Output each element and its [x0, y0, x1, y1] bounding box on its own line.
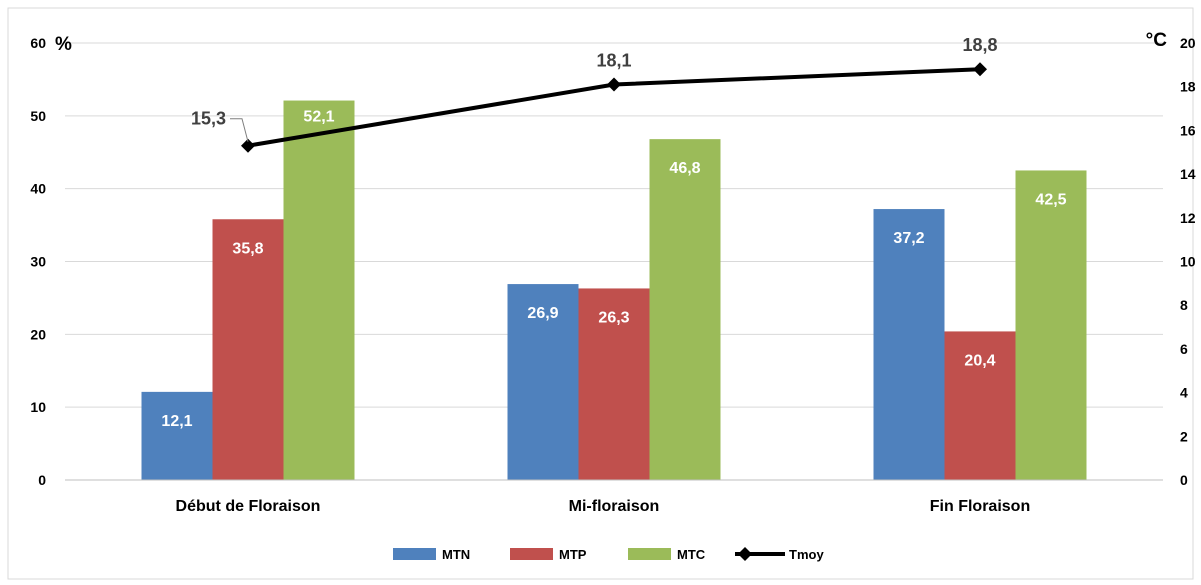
- tmoy-label: 18,1: [596, 51, 631, 71]
- bar-label: 52,1: [303, 109, 334, 126]
- tmoy-label: 15,3: [191, 109, 226, 129]
- legend-swatch-mtp: [510, 548, 553, 560]
- category-label: Fin Floraison: [930, 498, 1030, 515]
- tmoy-label: 18,8: [962, 35, 997, 55]
- left-axis-unit: %: [55, 34, 72, 55]
- right-tick-label: 10: [1180, 254, 1196, 270]
- legend-marker-tmoy: [738, 547, 752, 561]
- bars: [141, 100, 1087, 481]
- right-tick-label: 20: [1180, 35, 1196, 51]
- right-tick-label: 14: [1180, 166, 1196, 182]
- right-tick-label: 2: [1180, 428, 1188, 444]
- right-tick-label: 0: [1180, 472, 1188, 488]
- bar-label: 26,3: [598, 309, 629, 326]
- bar-mtc: [649, 139, 721, 480]
- legend-label: MTN: [442, 547, 470, 562]
- bar-mtp: [944, 331, 1016, 480]
- right-tick-label: 6: [1180, 341, 1188, 357]
- left-tick-label: 40: [30, 181, 46, 197]
- bar-mtp: [578, 288, 650, 480]
- right-axis-unit: °C: [1146, 30, 1168, 51]
- right-axis-ticks: 0 2 4 6 8 10 12 14 16 18 20: [1180, 35, 1196, 488]
- left-tick-label: 30: [30, 254, 46, 270]
- left-tick-label: 0: [38, 472, 46, 488]
- bar-label: 26,9: [527, 305, 558, 322]
- left-axis-ticks: 0 10 20 30 40 50 60: [30, 35, 46, 488]
- category-label: Mi-floraison: [569, 498, 660, 515]
- legend-label: MTP: [559, 547, 587, 562]
- tmoy-marker: [973, 62, 987, 77]
- legend-swatch-mtn: [393, 548, 436, 560]
- bar-mtn: [873, 209, 945, 480]
- left-tick-label: 50: [30, 108, 46, 124]
- legend-swatch-mtc: [628, 548, 671, 560]
- tmoy-line: [241, 62, 987, 153]
- bar-label: 37,2: [893, 230, 924, 247]
- bar-label: 46,8: [669, 160, 700, 177]
- bar-label: 42,5: [1035, 191, 1066, 208]
- tmoy-marker: [607, 77, 621, 92]
- category-label: Début de Floraison: [176, 498, 321, 515]
- right-tick-label: 8: [1180, 297, 1188, 313]
- legend: MTN MTP MTC Tmoy: [393, 547, 824, 562]
- left-tick-label: 10: [30, 399, 46, 415]
- tmoy-marker: [241, 138, 255, 153]
- left-tick-label: 20: [30, 326, 46, 342]
- right-tick-label: 4: [1180, 385, 1188, 401]
- bar-mtc: [283, 100, 355, 480]
- right-tick-label: 18: [1180, 79, 1196, 95]
- left-tick-label: 60: [30, 35, 46, 51]
- legend-label: MTC: [677, 547, 706, 562]
- legend-label: Tmoy: [789, 547, 824, 562]
- category-labels: Début de Floraison Mi-floraison Fin Florai…: [176, 498, 1031, 515]
- tmoy-data-labels: 15,3 18,1 18,8: [191, 35, 998, 142]
- right-tick-label: 12: [1180, 210, 1196, 226]
- bar-label: 20,4: [964, 352, 995, 369]
- right-tick-label: 16: [1180, 122, 1196, 138]
- bar-label: 12,1: [161, 413, 192, 430]
- bar-mtp: [212, 219, 284, 481]
- bar-mtn: [507, 284, 579, 480]
- tmoy-leader-line: [230, 118, 249, 142]
- bar-mtn: [141, 391, 213, 480]
- bar-label: 35,8: [232, 240, 263, 257]
- bar-data-labels: 12,1 35,8 52,1 26,9 26,3 46,8 37,2 20,4 42,5: [161, 109, 1066, 430]
- bar-mtc: [1015, 170, 1087, 481]
